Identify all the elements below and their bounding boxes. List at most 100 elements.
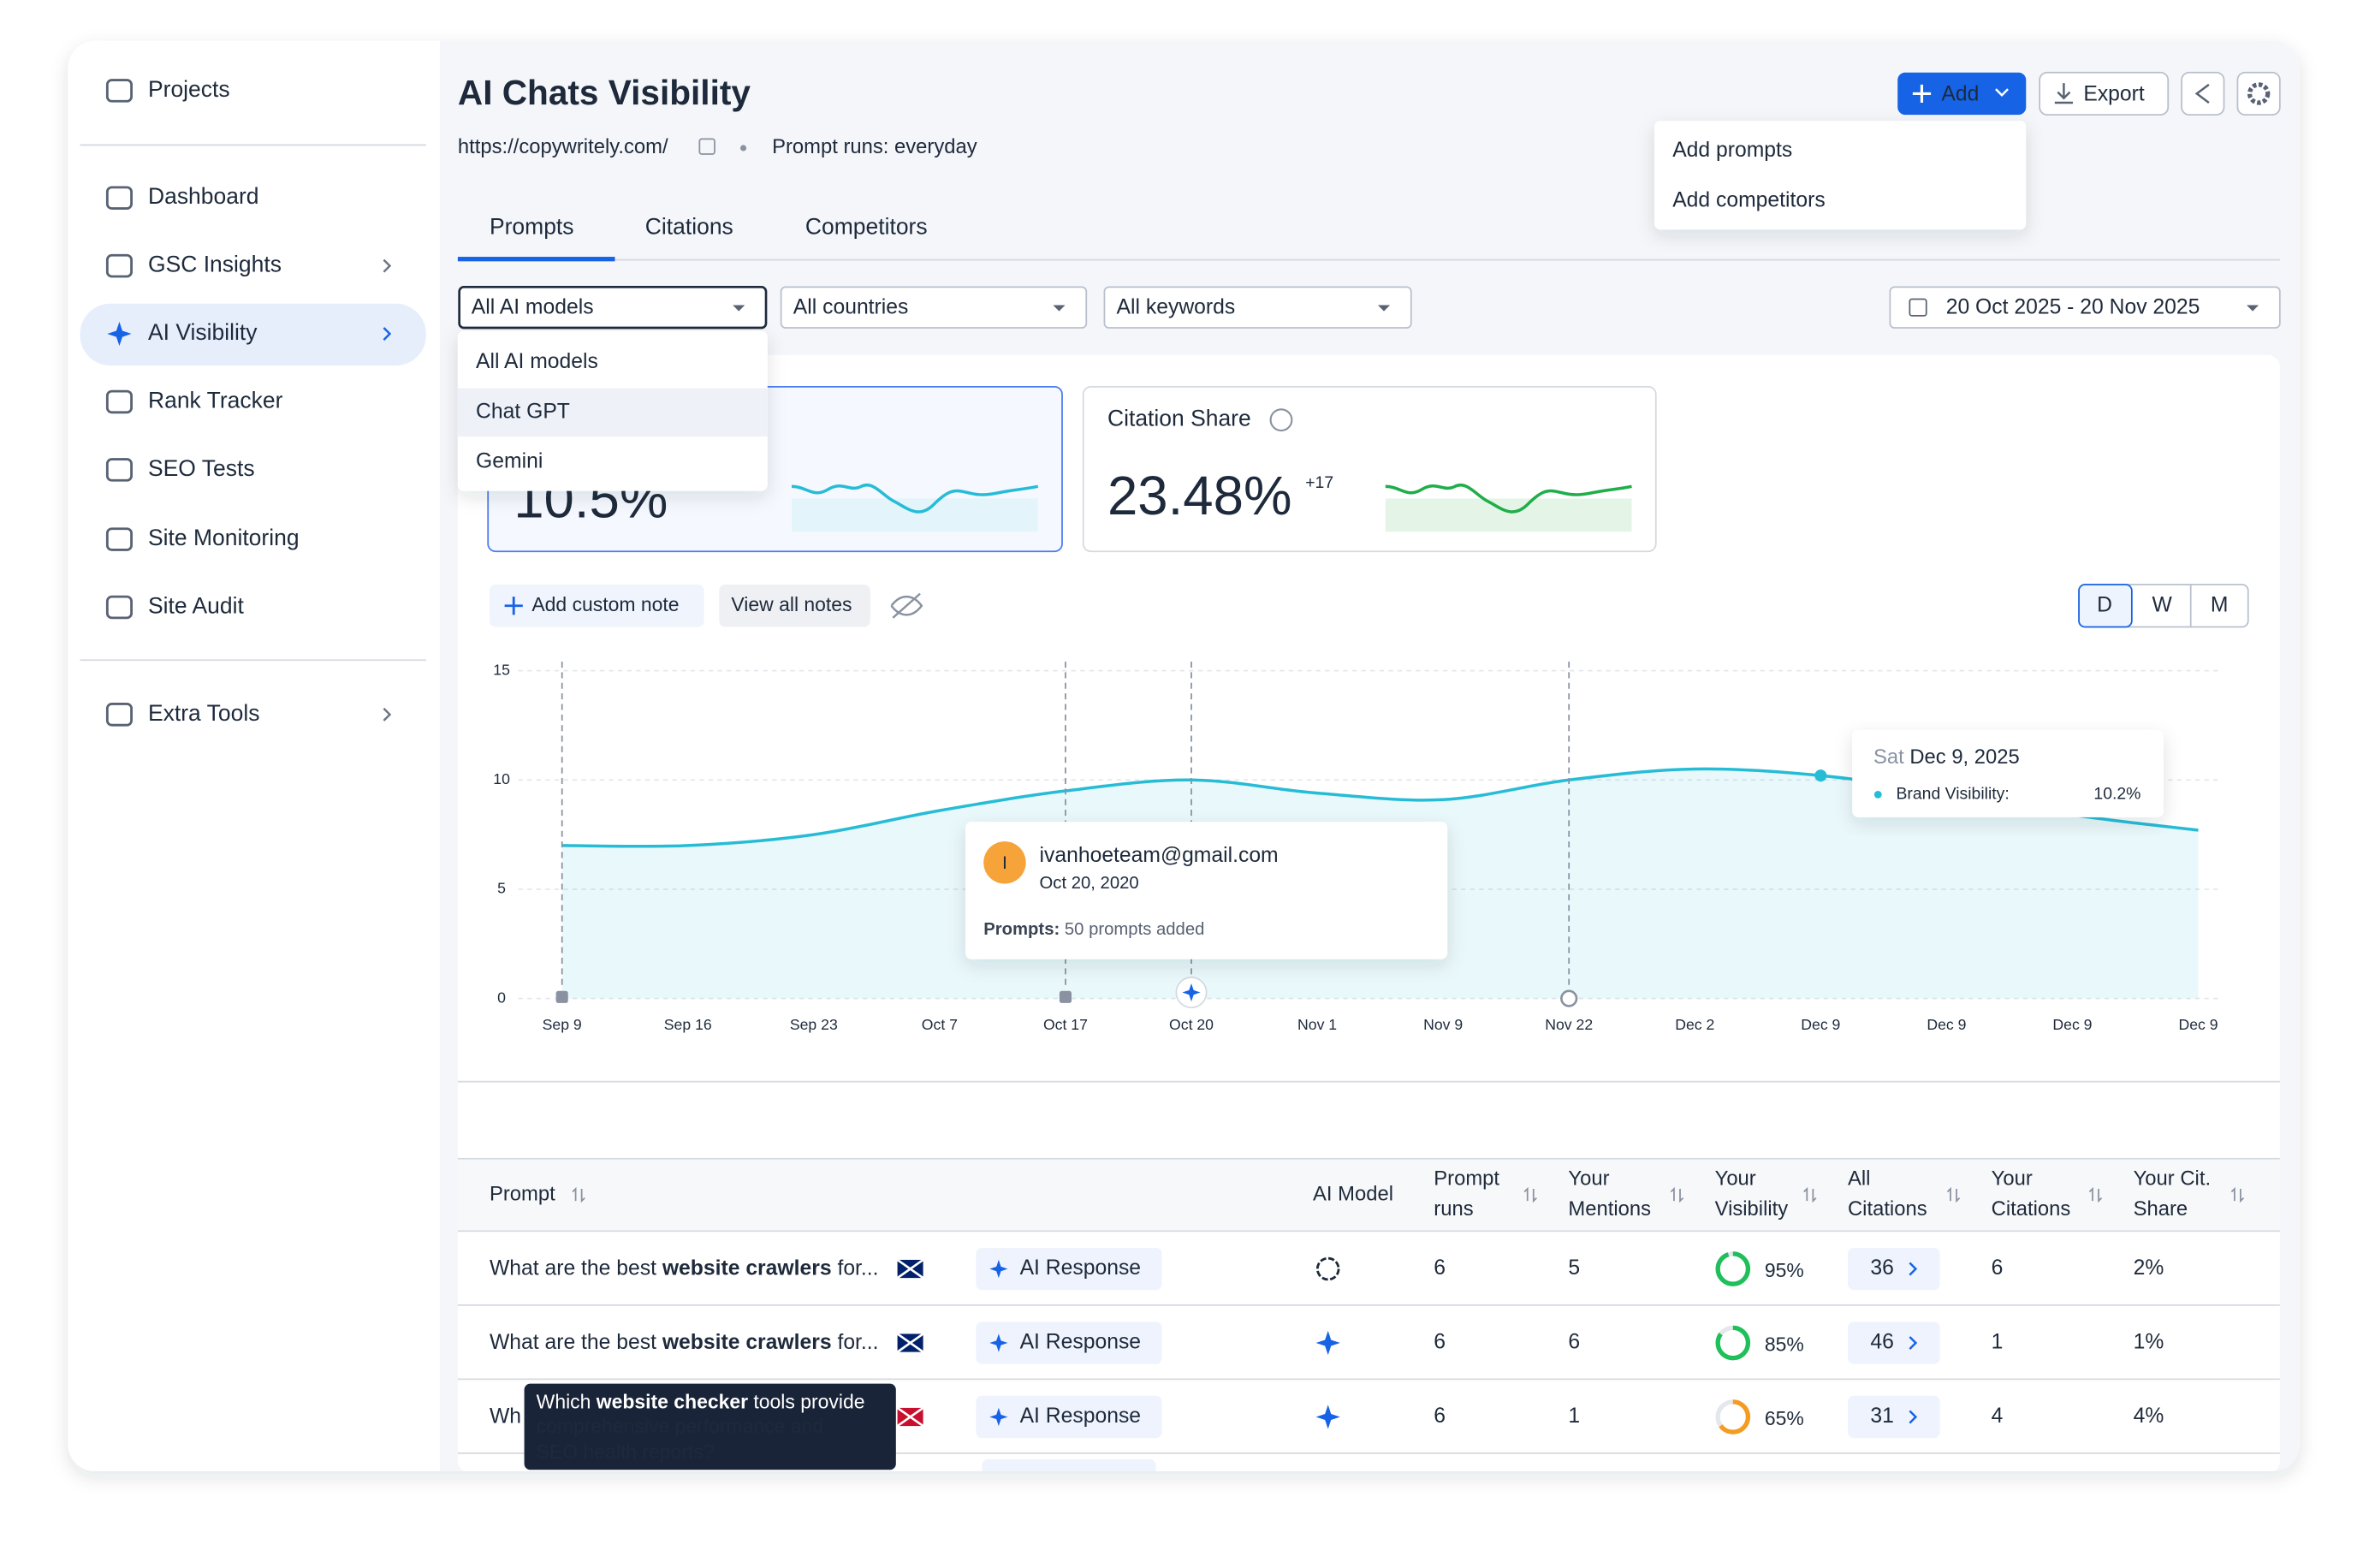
filter-select[interactable] — [458, 286, 768, 330]
y-tick-label: 0 — [497, 989, 506, 1006]
menu-item[interactable]: Add prompts — [1672, 139, 1792, 162]
prompt-text: Wh — [490, 1405, 521, 1428]
tab[interactable]: Citations — [645, 214, 733, 240]
nav-item[interactable]: Rank Tracker — [105, 387, 283, 414]
sidebar — [68, 40, 440, 1472]
column-header[interactable]: Prompt — [490, 1182, 555, 1205]
column-header[interactable]: AI Model — [1313, 1182, 1393, 1205]
citations-button[interactable] — [1847, 1247, 1940, 1291]
menu-item[interactable]: Add competitors — [1672, 188, 1826, 211]
dot-separator — [740, 145, 747, 151]
nav-item[interactable]: Extra Tools — [105, 700, 259, 727]
add-note-label[interactable]: Add custom note — [531, 593, 679, 615]
date-range[interactable]: 20 Oct 2025 - 20 Nov 2025 — [1946, 296, 2200, 319]
avatar-initial: I — [1002, 853, 1007, 873]
tab[interactable]: Prompts — [490, 214, 574, 240]
ai-response-label[interactable]: AI Response — [1020, 1331, 1141, 1354]
ai-response-button[interactable] — [976, 1395, 1162, 1439]
date-filter[interactable] — [1889, 286, 2281, 329]
cell-citations[interactable]: 36 — [1870, 1256, 1893, 1280]
tab[interactable]: Competitors — [805, 214, 928, 240]
column-header[interactable]: All — [1848, 1167, 1870, 1191]
nav-item[interactable]: Site Audit — [105, 593, 244, 620]
column-header[interactable]: Your — [1568, 1167, 1609, 1191]
nav-item[interactable]: SEO Tests — [105, 455, 255, 482]
column-header[interactable]: Share — [2134, 1197, 2188, 1221]
column-header[interactable]: Citations — [1848, 1197, 1927, 1221]
dropdown-option[interactable]: All AI models — [476, 350, 598, 373]
cell-your-citations: 6 — [1992, 1256, 2004, 1280]
nav-label[interactable]: Rank Tracker — [148, 387, 283, 413]
nav-item[interactable]: AI Visibility — [107, 319, 258, 347]
nav-label[interactable]: Site Audit — [148, 593, 244, 619]
x-tick-label: Sep 16 — [664, 1016, 712, 1033]
nav-label[interactable]: GSC Insights — [148, 252, 282, 277]
filter-label[interactable]: All countries — [793, 296, 909, 319]
period-option[interactable]: W — [2152, 593, 2172, 616]
column-header[interactable]: Prompt — [1434, 1167, 1499, 1191]
note-marker[interactable] — [1059, 990, 1072, 1003]
site-url[interactable]: https://copywritely.com/ — [458, 135, 668, 158]
plus-icon — [1912, 84, 1932, 104]
nav-label[interactable]: Dashboard — [148, 183, 259, 209]
nav-item[interactable]: GSC Insights — [105, 252, 282, 278]
dropdown-option[interactable]: Chat GPT — [476, 400, 570, 423]
ai-response-label[interactable]: AI Response — [1020, 1256, 1141, 1280]
cell-citations[interactable]: 46 — [1870, 1331, 1893, 1354]
tooltip-line: Which website checker tools provide — [537, 1391, 865, 1413]
dropdown-option[interactable]: Gemini — [476, 450, 543, 473]
period-option[interactable]: D — [2097, 593, 2112, 616]
metric-title: Citation Share — [1107, 406, 1251, 431]
column-header[interactable]: runs — [1434, 1197, 1473, 1221]
column-header[interactable]: Visibility — [1715, 1197, 1789, 1221]
filter-select[interactable] — [1103, 286, 1412, 329]
filter-label[interactable]: All keywords — [1117, 296, 1236, 319]
period-option[interactable]: M — [2211, 593, 2229, 616]
sparkle-icon — [1182, 983, 1201, 1002]
export-button[interactable] — [2039, 71, 2170, 116]
ai-response-button[interactable] — [976, 1322, 1162, 1364]
tooltip-part: Which — [537, 1391, 597, 1413]
sort-icon — [1670, 1186, 1684, 1203]
flag-cross — [896, 1406, 924, 1428]
column-header[interactable]: Your — [1992, 1167, 2033, 1191]
add-button-label[interactable]: Add — [1941, 83, 1979, 106]
cell-visibility: 95% — [1765, 1259, 1804, 1281]
view-notes-label[interactable]: View all notes — [731, 593, 852, 615]
filter-label[interactable]: All AI models — [472, 296, 594, 319]
nav-item[interactable]: Site Monitoring — [105, 525, 300, 551]
cell-citations[interactable]: 31 — [1870, 1405, 1893, 1428]
cell-your-citations: 1 — [1992, 1331, 2004, 1354]
nav-label[interactable]: Projects — [148, 76, 230, 102]
column-header[interactable]: Your Cit. — [2134, 1167, 2211, 1191]
note-marker[interactable] — [1560, 989, 1578, 1007]
nav-label[interactable]: Site Monitoring — [148, 525, 300, 550]
nav-label[interactable]: SEO Tests — [148, 455, 255, 481]
export-button-label[interactable]: Export — [2083, 83, 2145, 106]
citations-button[interactable] — [1847, 1322, 1940, 1364]
settings-button[interactable] — [2236, 71, 2281, 116]
nav-item[interactable]: Projects — [105, 76, 230, 103]
share-button[interactable] — [2181, 71, 2225, 116]
chevron — [383, 707, 392, 722]
tooltip-part: tools provide — [748, 1391, 864, 1413]
view-notes-button[interactable] — [719, 585, 870, 627]
filter-select[interactable] — [780, 286, 1088, 329]
add-button[interactable] — [1897, 72, 2027, 116]
nav-label[interactable]: Extra Tools — [148, 700, 259, 726]
ai-response-label[interactable]: AI Response — [1020, 1405, 1141, 1428]
nav-label[interactable]: AI Visibility — [148, 319, 258, 345]
tooltip-legend-dot — [1873, 790, 1882, 799]
model-icon — [1315, 1330, 1340, 1356]
citations-button[interactable] — [1847, 1395, 1940, 1439]
column-header[interactable]: Citations — [1992, 1197, 2071, 1221]
nav-icon — [105, 595, 133, 620]
x-tick-label: Dec 9 — [1927, 1016, 1966, 1033]
column-header[interactable]: Your — [1715, 1167, 1756, 1191]
cell-your-citations: 4 — [1992, 1405, 2004, 1428]
note-marker[interactable] — [555, 990, 568, 1003]
nav-item[interactable]: Dashboard — [105, 183, 259, 210]
add-note-button[interactable] — [489, 585, 704, 627]
column-header[interactable]: Mentions — [1568, 1197, 1651, 1221]
ai-response-button[interactable] — [976, 1247, 1162, 1291]
